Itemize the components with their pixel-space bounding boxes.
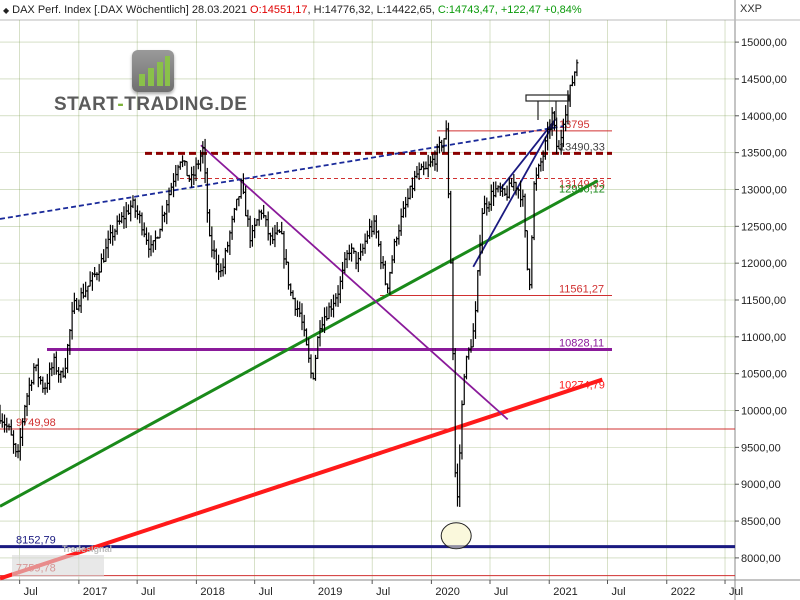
watermark-logo — [12, 555, 104, 577]
trendline — [472, 122, 555, 268]
y-tick-label: 10500,00 — [741, 369, 787, 381]
x-tick-label: 2021 — [553, 586, 577, 598]
y-tick-label: 12000,00 — [741, 258, 787, 270]
x-tick-label: 2018 — [200, 586, 224, 598]
trendline-label: 10274,79 — [559, 380, 605, 392]
x-tick-label: Jul — [494, 586, 508, 598]
y-tick-label: 13500,00 — [741, 148, 787, 160]
y-tick-label: 8000,00 — [741, 553, 781, 565]
y-tick-label: 10000,00 — [741, 406, 787, 418]
header-high: H:14776,32 — [313, 4, 371, 16]
x-tick-label: Jul — [376, 586, 390, 598]
watermark-text: Tradesignal — [62, 544, 112, 554]
x-tick-label: Jul — [729, 586, 743, 598]
trendline — [200, 144, 509, 421]
x-tick-label: 2019 — [318, 586, 342, 598]
y-tick-label: 11500,00 — [741, 295, 786, 307]
trendline-label: 12980,12 — [559, 184, 605, 196]
header-period: Wöchentlich] 28.03.2021 — [125, 4, 247, 16]
trendline — [0, 125, 564, 220]
x-tick-label: Jul — [141, 586, 155, 598]
x-tick-label: Jul — [612, 586, 626, 598]
level-label: 13490,33 — [559, 141, 605, 153]
header-low: L:14422,65 — [376, 4, 432, 16]
y-tick-label: 14000,00 — [741, 111, 787, 123]
price-bars — [0, 59, 579, 507]
low-marker-circle — [440, 522, 472, 550]
x-tick-label: 2020 — [435, 586, 459, 598]
x-tick-label: Jul — [24, 586, 38, 598]
logo-text: START-TRADING.DE — [54, 94, 247, 116]
chart-header: ◆ DAX Perf. Index [.DAX Wöchentlich] 28.0… — [0, 0, 582, 20]
y-tick-label: 11000,00 — [741, 332, 786, 344]
y-tick-label: 12500,00 — [741, 221, 787, 233]
trendline — [0, 377, 603, 581]
y-tick-label: 13000,00 — [741, 184, 787, 196]
y-axis-title: XXP — [740, 3, 763, 15]
logo-brand2: TRADING.DE — [124, 94, 248, 115]
level-label: 11561,27 — [559, 284, 604, 296]
y-tick-label: 9500,00 — [741, 442, 781, 454]
x-tick-label: Jul — [259, 586, 273, 598]
trendline — [0, 179, 599, 508]
logo-brand: START — [54, 94, 118, 115]
start-trading-logo: START-TRADING.DE — [54, 50, 264, 120]
header-open: O:14551,17 — [250, 4, 308, 16]
header-collapse-icon[interactable]: ◆ — [3, 6, 10, 15]
header-change-pct: +0,84% — [544, 4, 582, 16]
y-tick-label: 15000,00 — [741, 37, 787, 49]
level-label: 9749,98 — [16, 417, 56, 429]
header-title: DAX Perf. Index [.DAX — [12, 4, 123, 16]
high-marker-box — [525, 94, 570, 102]
level-label: 8152,79 — [16, 535, 56, 547]
y-tick-label: 8500,00 — [741, 516, 781, 528]
logo-dash: - — [117, 94, 125, 115]
level-label: 13795 — [559, 119, 590, 131]
logo-bar-chart-icon — [132, 50, 174, 92]
x-tick-label: 2022 — [671, 586, 695, 598]
level-label: 10828,11 — [559, 338, 604, 350]
x-tick-label: 2017 — [83, 586, 107, 598]
y-tick-label: 14500,00 — [741, 74, 787, 86]
header-close: C:14743,47 — [437, 4, 495, 16]
header-change: +122,47 — [500, 4, 541, 16]
y-tick-label: 9000,00 — [741, 479, 781, 491]
